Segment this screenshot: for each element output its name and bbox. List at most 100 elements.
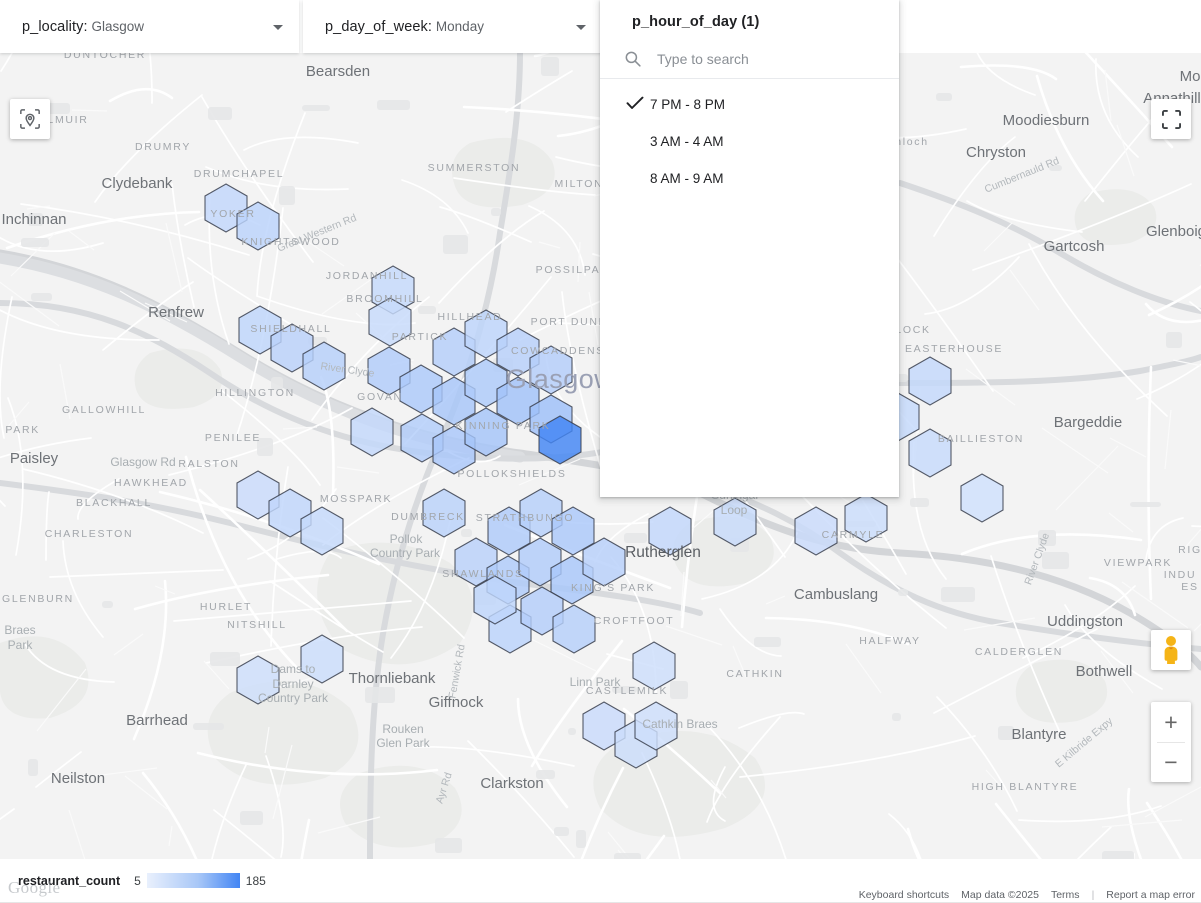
map-label: Renfrew	[148, 304, 204, 321]
dropdown-option[interactable]: 3 AM - 4 AM	[600, 123, 899, 160]
map-label: HIGH BLANTYRE	[972, 781, 1079, 793]
map-label: RALSTON	[178, 458, 239, 470]
hexbin-cell[interactable]	[473, 575, 517, 625]
map-label: Glasgow Rd	[110, 455, 175, 469]
map-label: EASTERHOUSE	[905, 343, 1003, 355]
map-label: E PARK	[0, 424, 40, 436]
check-icon	[626, 96, 650, 114]
hexbin-cell[interactable]	[399, 364, 443, 414]
dropdown-title: p_hour_of_day (1)	[632, 14, 760, 30]
map-label: Braes	[4, 623, 35, 637]
chevron-down-icon[interactable]	[271, 20, 285, 34]
hexbin-cell[interactable]	[300, 634, 344, 684]
street-view-control[interactable]	[1151, 630, 1191, 670]
map-label: BLACKHALL	[76, 497, 152, 509]
hexbin-cell[interactable]	[538, 415, 582, 465]
zoom-out-button[interactable]: −	[1164, 748, 1178, 775]
hexbin-cell[interactable]	[422, 488, 466, 538]
filter-control-p-day-of-week[interactable]: p_day_of_week: Monday	[303, 0, 602, 53]
map-label: HILLINGTON	[215, 387, 295, 399]
map-label: INDU	[1164, 569, 1196, 581]
filter-dropdown-p-hour-of-day[interactable]: p_hour_of_day (1) 7 PM - 8 PM 3 AM - 4 AM…	[600, 0, 899, 497]
hexbin-cell[interactable]	[960, 473, 1004, 523]
map-label: LOCK	[895, 324, 930, 336]
hexbin-cell[interactable]	[236, 201, 280, 251]
map-label: Dams to	[271, 662, 316, 676]
map-label: Park	[8, 638, 34, 652]
map-label: MILTON	[555, 178, 604, 190]
hexbin-cell[interactable]	[794, 506, 838, 556]
dropdown-search-row[interactable]	[600, 39, 899, 79]
map-label: Clarkston	[480, 775, 543, 792]
hexbin-cell[interactable]	[582, 537, 626, 587]
map-label: Chryston	[966, 144, 1026, 161]
map-label: Cathkin Braes	[642, 717, 717, 731]
legend-color-ramp	[146, 873, 240, 888]
map-attribution-bar: Keyboard shortcuts Map data ©2025 Terms …	[853, 886, 1201, 903]
terms-link[interactable]: Terms	[1050, 888, 1080, 901]
map-label: GALLOWHILL	[62, 404, 146, 416]
map-label: Darnley	[272, 677, 313, 691]
filter-label: p_day_of_week	[325, 18, 428, 35]
map-label: Inchinnan	[1, 211, 66, 228]
map-label: POLLOKSHIELDS	[457, 468, 566, 480]
map-label: PARTICK	[392, 331, 448, 343]
map-label: PENILEE	[205, 432, 261, 444]
dropdown-option-list[interactable]: 7 PM - 8 PM 3 AM - 4 AM 8 AM - 9 AM	[600, 79, 899, 197]
dropdown-option[interactable]: 7 PM - 8 PM	[600, 86, 899, 123]
hexbin-cell[interactable]	[634, 701, 678, 751]
hexbin-cell[interactable]	[632, 641, 676, 691]
chevron-down-icon[interactable]	[574, 20, 588, 34]
map-label: Glen Park	[376, 736, 430, 750]
dropdown-option[interactable]: 8 AM - 9 AM	[600, 160, 899, 197]
map-label: Gartcosh	[1044, 238, 1105, 255]
dropdown-option-label: 7 PM - 8 PM	[650, 97, 726, 112]
dropdown-option-label: 3 AM - 4 AM	[650, 134, 724, 149]
zoom-in-button[interactable]: +	[1164, 708, 1178, 735]
map-label: Paisley	[10, 450, 59, 467]
report-map-error-link[interactable]: Report a map error	[1106, 888, 1195, 901]
google-logo[interactable]: Google	[8, 878, 61, 897]
hexbin-cell[interactable]	[496, 376, 540, 426]
map-label: RIG	[1178, 544, 1201, 556]
hexbin-cell[interactable]	[552, 604, 596, 654]
map-label: Giffnock	[429, 694, 484, 711]
map-label: Thornliebank	[349, 670, 436, 687]
keyboard-shortcuts-link[interactable]: Keyboard shortcuts	[858, 888, 950, 901]
hexbin-layer	[204, 183, 1004, 769]
map-label: HAWKHEAD	[114, 477, 188, 489]
hexbin-cell[interactable]	[302, 341, 346, 391]
hexbin-cell[interactable]	[300, 506, 344, 556]
hexbin-cell[interactable]	[350, 407, 394, 457]
locate-pin-control[interactable]	[10, 99, 50, 139]
search-icon	[625, 51, 641, 67]
hexbin-cell[interactable]	[529, 345, 573, 395]
map-label: Cambuslang	[794, 586, 878, 603]
hexbin-cell[interactable]	[908, 428, 952, 478]
zoom-control-group[interactable]: + −	[1151, 702, 1191, 782]
search-input[interactable]	[655, 49, 855, 68]
map-label: MOSSPARK	[320, 493, 392, 505]
map-label: YOKER	[210, 208, 255, 220]
hexbin-cell[interactable]	[464, 407, 508, 457]
hexbin-cell[interactable]	[551, 506, 595, 556]
hexbin-cell[interactable]	[236, 655, 280, 705]
hexbin-cell[interactable]	[844, 493, 888, 543]
map-label: BROOMHILL	[346, 293, 423, 305]
check-icon-placeholder	[626, 133, 650, 151]
hexbin-cell[interactable]	[496, 327, 540, 377]
map-label: POSSILPARK	[536, 264, 619, 276]
map-label: Bothwell	[1076, 663, 1133, 680]
filter-value: Glasgow	[91, 19, 145, 34]
map-label: CARMYLE	[822, 529, 885, 541]
hexbin-cell[interactable]	[648, 506, 692, 556]
hexbin-cell[interactable]	[368, 297, 412, 347]
hexbin-cell[interactable]	[908, 356, 952, 406]
map-basemap-geometry	[0, 53, 1201, 859]
legend-max-value: 185	[245, 873, 266, 888]
fullscreen-control[interactable]	[1151, 99, 1191, 139]
map-label: HILLHEAD	[438, 311, 503, 323]
filter-control-p-locality[interactable]: p_locality: Glasgow	[0, 0, 299, 53]
hexbin-cell[interactable]	[713, 497, 757, 547]
dropdown-option-label: 8 AM - 9 AM	[650, 171, 724, 186]
